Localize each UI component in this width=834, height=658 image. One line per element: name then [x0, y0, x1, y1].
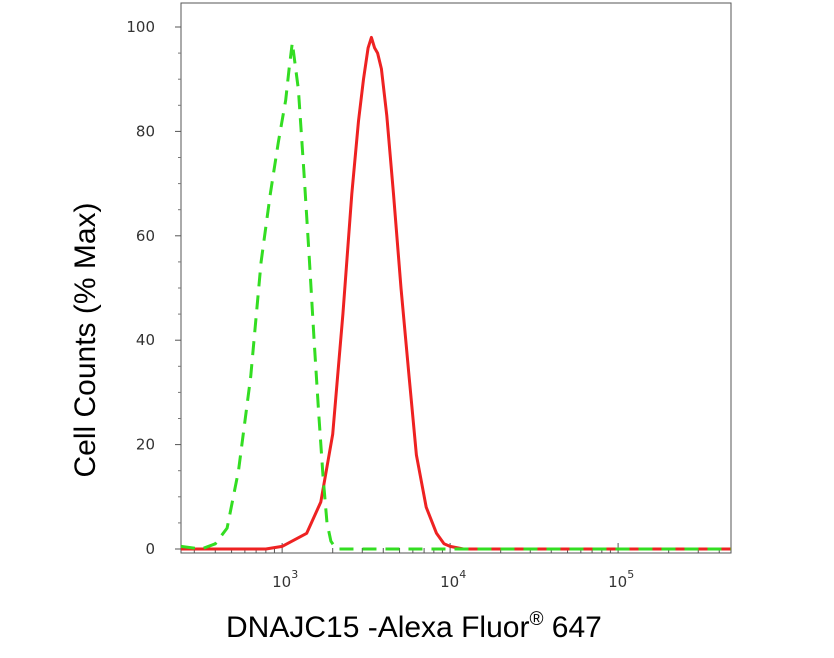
y-axis: 0 20 40 60 80 100 — [126, 18, 181, 558]
y-axis-title: Cell Counts (% Max) — [69, 202, 102, 477]
x-tick-base: 10 — [608, 573, 627, 591]
x-tick-exponent: 4 — [459, 568, 466, 581]
x-axis: 103 104 105 — [193, 543, 720, 591]
x-tick-label: 104 — [440, 568, 466, 591]
y-tick-label: 20 — [136, 436, 155, 454]
x-tick-label: 105 — [608, 568, 634, 591]
x-axis-title-suffix: 647 — [543, 611, 601, 644]
dnajc15-stain-line — [181, 35, 731, 551]
x-axis-title-main: DNAJC15 -Alexa Fluor — [226, 611, 529, 644]
x-axis-title: DNAJC15 -Alexa Fluor® 647 — [226, 609, 602, 644]
x-tick-base: 10 — [272, 573, 291, 591]
isotype-control-line — [180, 41, 731, 551]
y-tick-label: 0 — [145, 540, 155, 558]
y-tick-label: 80 — [136, 122, 155, 140]
x-axis-title-registered-mark: ® — [529, 609, 543, 630]
y-tick-label: 40 — [136, 331, 155, 349]
x-tick-exponent: 3 — [291, 568, 298, 581]
x-tick-base: 10 — [440, 573, 459, 591]
y-tick-label: 60 — [136, 227, 155, 245]
y-tick-label: 100 — [126, 18, 155, 36]
series-layer — [180, 35, 731, 551]
plot-frame — [180, 2, 732, 554]
x-tick-label: 103 — [272, 568, 298, 591]
x-tick-exponent: 5 — [627, 568, 634, 581]
